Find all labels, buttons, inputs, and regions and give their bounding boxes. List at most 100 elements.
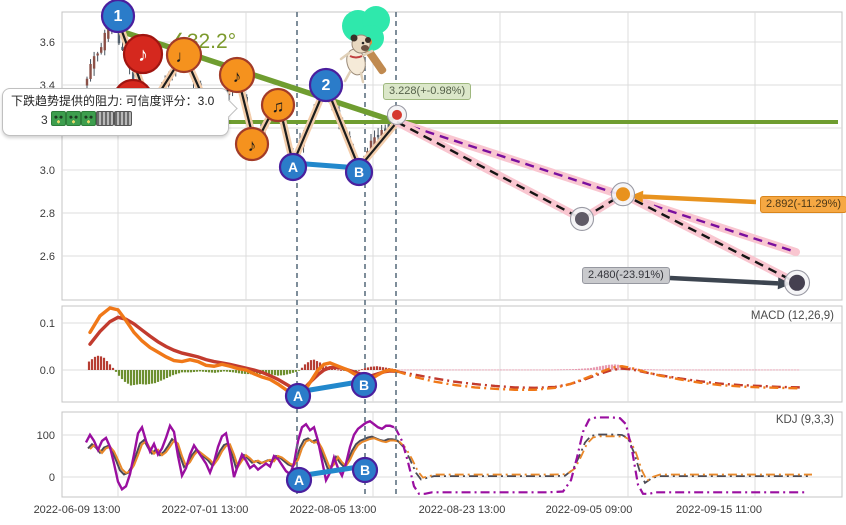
signal-note-orange-1[interactable]: ♩	[165, 36, 203, 74]
candle-body	[131, 72, 135, 82]
y-axis-tick-label: 3.0	[40, 165, 55, 177]
macd-histogram-bar	[433, 369, 437, 371]
mid-target-arrow	[642, 194, 757, 205]
kdj-panel-title: KDJ (9,3,3)	[775, 414, 834, 426]
macd-histogram-bar	[739, 369, 743, 371]
tooltip-score: 3	[41, 113, 48, 127]
svg-text:B: B	[359, 377, 369, 393]
tree-icon	[342, 6, 390, 75]
macd-histogram-bar	[481, 369, 485, 371]
pivot-2-marker[interactable]: 2	[308, 67, 344, 103]
macd-histogram-bar	[150, 370, 154, 384]
macd-histogram-bar	[541, 369, 545, 371]
macd-histogram-bar	[526, 369, 530, 371]
macd-histogram-bar	[105, 361, 109, 370]
candle-body	[107, 24, 110, 39]
macd-histogram-bar	[153, 370, 157, 384]
signal-note-red-1[interactable]: ♪	[122, 33, 164, 75]
point-b-macd-marker[interactable]: B	[350, 371, 378, 399]
macd-histogram-bar	[439, 369, 443, 371]
macd-histogram-bar	[760, 369, 764, 371]
macd-histogram-bar	[156, 370, 160, 382]
point-b-kdj-marker[interactable]: B	[351, 456, 379, 484]
point-a-kdj-marker[interactable]: A	[285, 466, 313, 494]
macd-histogram-bar	[478, 369, 482, 371]
macd-histogram-bar	[643, 369, 647, 370]
macd-histogram-bar	[132, 370, 136, 386]
macd-histogram-bar	[339, 370, 343, 371]
macd-histogram-bar	[742, 369, 746, 371]
signal-note-orange-4[interactable]: ♪	[234, 126, 270, 162]
macd-histogram-bar	[490, 369, 494, 371]
point-a-price-marker[interactable]: A	[278, 152, 308, 182]
macd-histogram-bar	[688, 369, 692, 371]
macd-histogram-bar	[730, 369, 734, 371]
macd-histogram-bar	[775, 369, 779, 371]
signal-note-orange-5[interactable]: ♫	[260, 87, 296, 123]
macd-histogram-bar	[108, 364, 112, 370]
macd-histogram-bar	[177, 370, 181, 374]
macd-histogram-bar	[469, 369, 473, 371]
macd-histogram-bar	[126, 370, 130, 384]
svg-text:A: A	[294, 472, 304, 488]
macd-histogram-bar	[333, 369, 337, 370]
macd-histogram-bar	[721, 369, 725, 371]
macd-dif-projection	[396, 365, 801, 391]
low-target-price-label[interactable]: 2.480(-23.91%)	[582, 267, 670, 284]
macd-histogram-bar	[550, 369, 554, 371]
candle-body	[100, 47, 103, 53]
macd-histogram-bar	[138, 370, 142, 385]
macd-histogram-bar	[87, 361, 91, 370]
macd-histogram-bar	[733, 369, 737, 371]
low-target-dot[interactable]	[789, 274, 805, 291]
macd-histogram-bar	[403, 369, 407, 371]
macd-histogram-bar	[336, 369, 340, 371]
pullback-dot[interactable]	[575, 211, 589, 226]
point-a-macd-marker[interactable]: A	[284, 382, 312, 410]
svg-text:B: B	[360, 462, 370, 478]
macd-histogram-bar	[300, 367, 304, 370]
macd-histogram-bar	[240, 370, 244, 374]
macd-histogram-bar	[297, 370, 301, 371]
macd-histogram-bar	[655, 369, 659, 371]
pivot-1-marker[interactable]: 1	[100, 0, 136, 34]
macd-histogram-bar	[649, 369, 653, 371]
y-axis-tick-label: 0.0	[40, 365, 55, 377]
macd-histogram-bar	[460, 369, 464, 371]
mid-target-price-label[interactable]: 2.892(-11.29%)	[760, 196, 846, 213]
candle-body	[369, 140, 373, 149]
macd-histogram-bar	[99, 356, 103, 370]
macd-histogram-bar	[508, 369, 512, 371]
current-price-label[interactable]: 3.228(+-0.98%)	[383, 83, 472, 100]
macd-lines	[88, 306, 801, 400]
macd-histogram-bar	[381, 367, 385, 370]
projection-straight[interactable]	[396, 120, 797, 254]
macd-histogram-bar	[183, 370, 187, 373]
macd-histogram-bar	[288, 370, 292, 374]
kdj-j-projection	[394, 416, 808, 495]
macd-histogram-bar	[192, 370, 196, 373]
signal-note-orange-3[interactable]: ♪	[218, 56, 256, 94]
projection-path[interactable]	[396, 120, 798, 285]
macd-histogram-bar	[165, 370, 169, 378]
low-target-arrow	[669, 275, 779, 286]
svg-text:1: 1	[114, 8, 123, 25]
svg-text:B: B	[354, 164, 364, 180]
current-price-dot[interactable]	[392, 109, 402, 120]
macd-histogram-bar	[793, 369, 797, 371]
point-b-price-marker[interactable]: B	[344, 157, 374, 187]
macd-histogram-bar	[306, 362, 310, 370]
candle-body	[103, 32, 106, 51]
macd-histogram-bar	[484, 369, 488, 371]
macd-histogram-bar	[769, 369, 773, 371]
mid-target-dot[interactable]	[616, 187, 630, 202]
macd-histogram-bar	[685, 369, 689, 371]
macd-histogram-bar	[360, 369, 364, 370]
macd-histogram-bar	[312, 359, 316, 370]
macd-histogram-bar	[421, 369, 425, 371]
macd-histogram-bar	[243, 370, 247, 374]
macd-histogram-bar	[517, 369, 521, 371]
macd-histogram-bar	[547, 369, 551, 371]
macd-histogram-bar	[451, 369, 455, 371]
